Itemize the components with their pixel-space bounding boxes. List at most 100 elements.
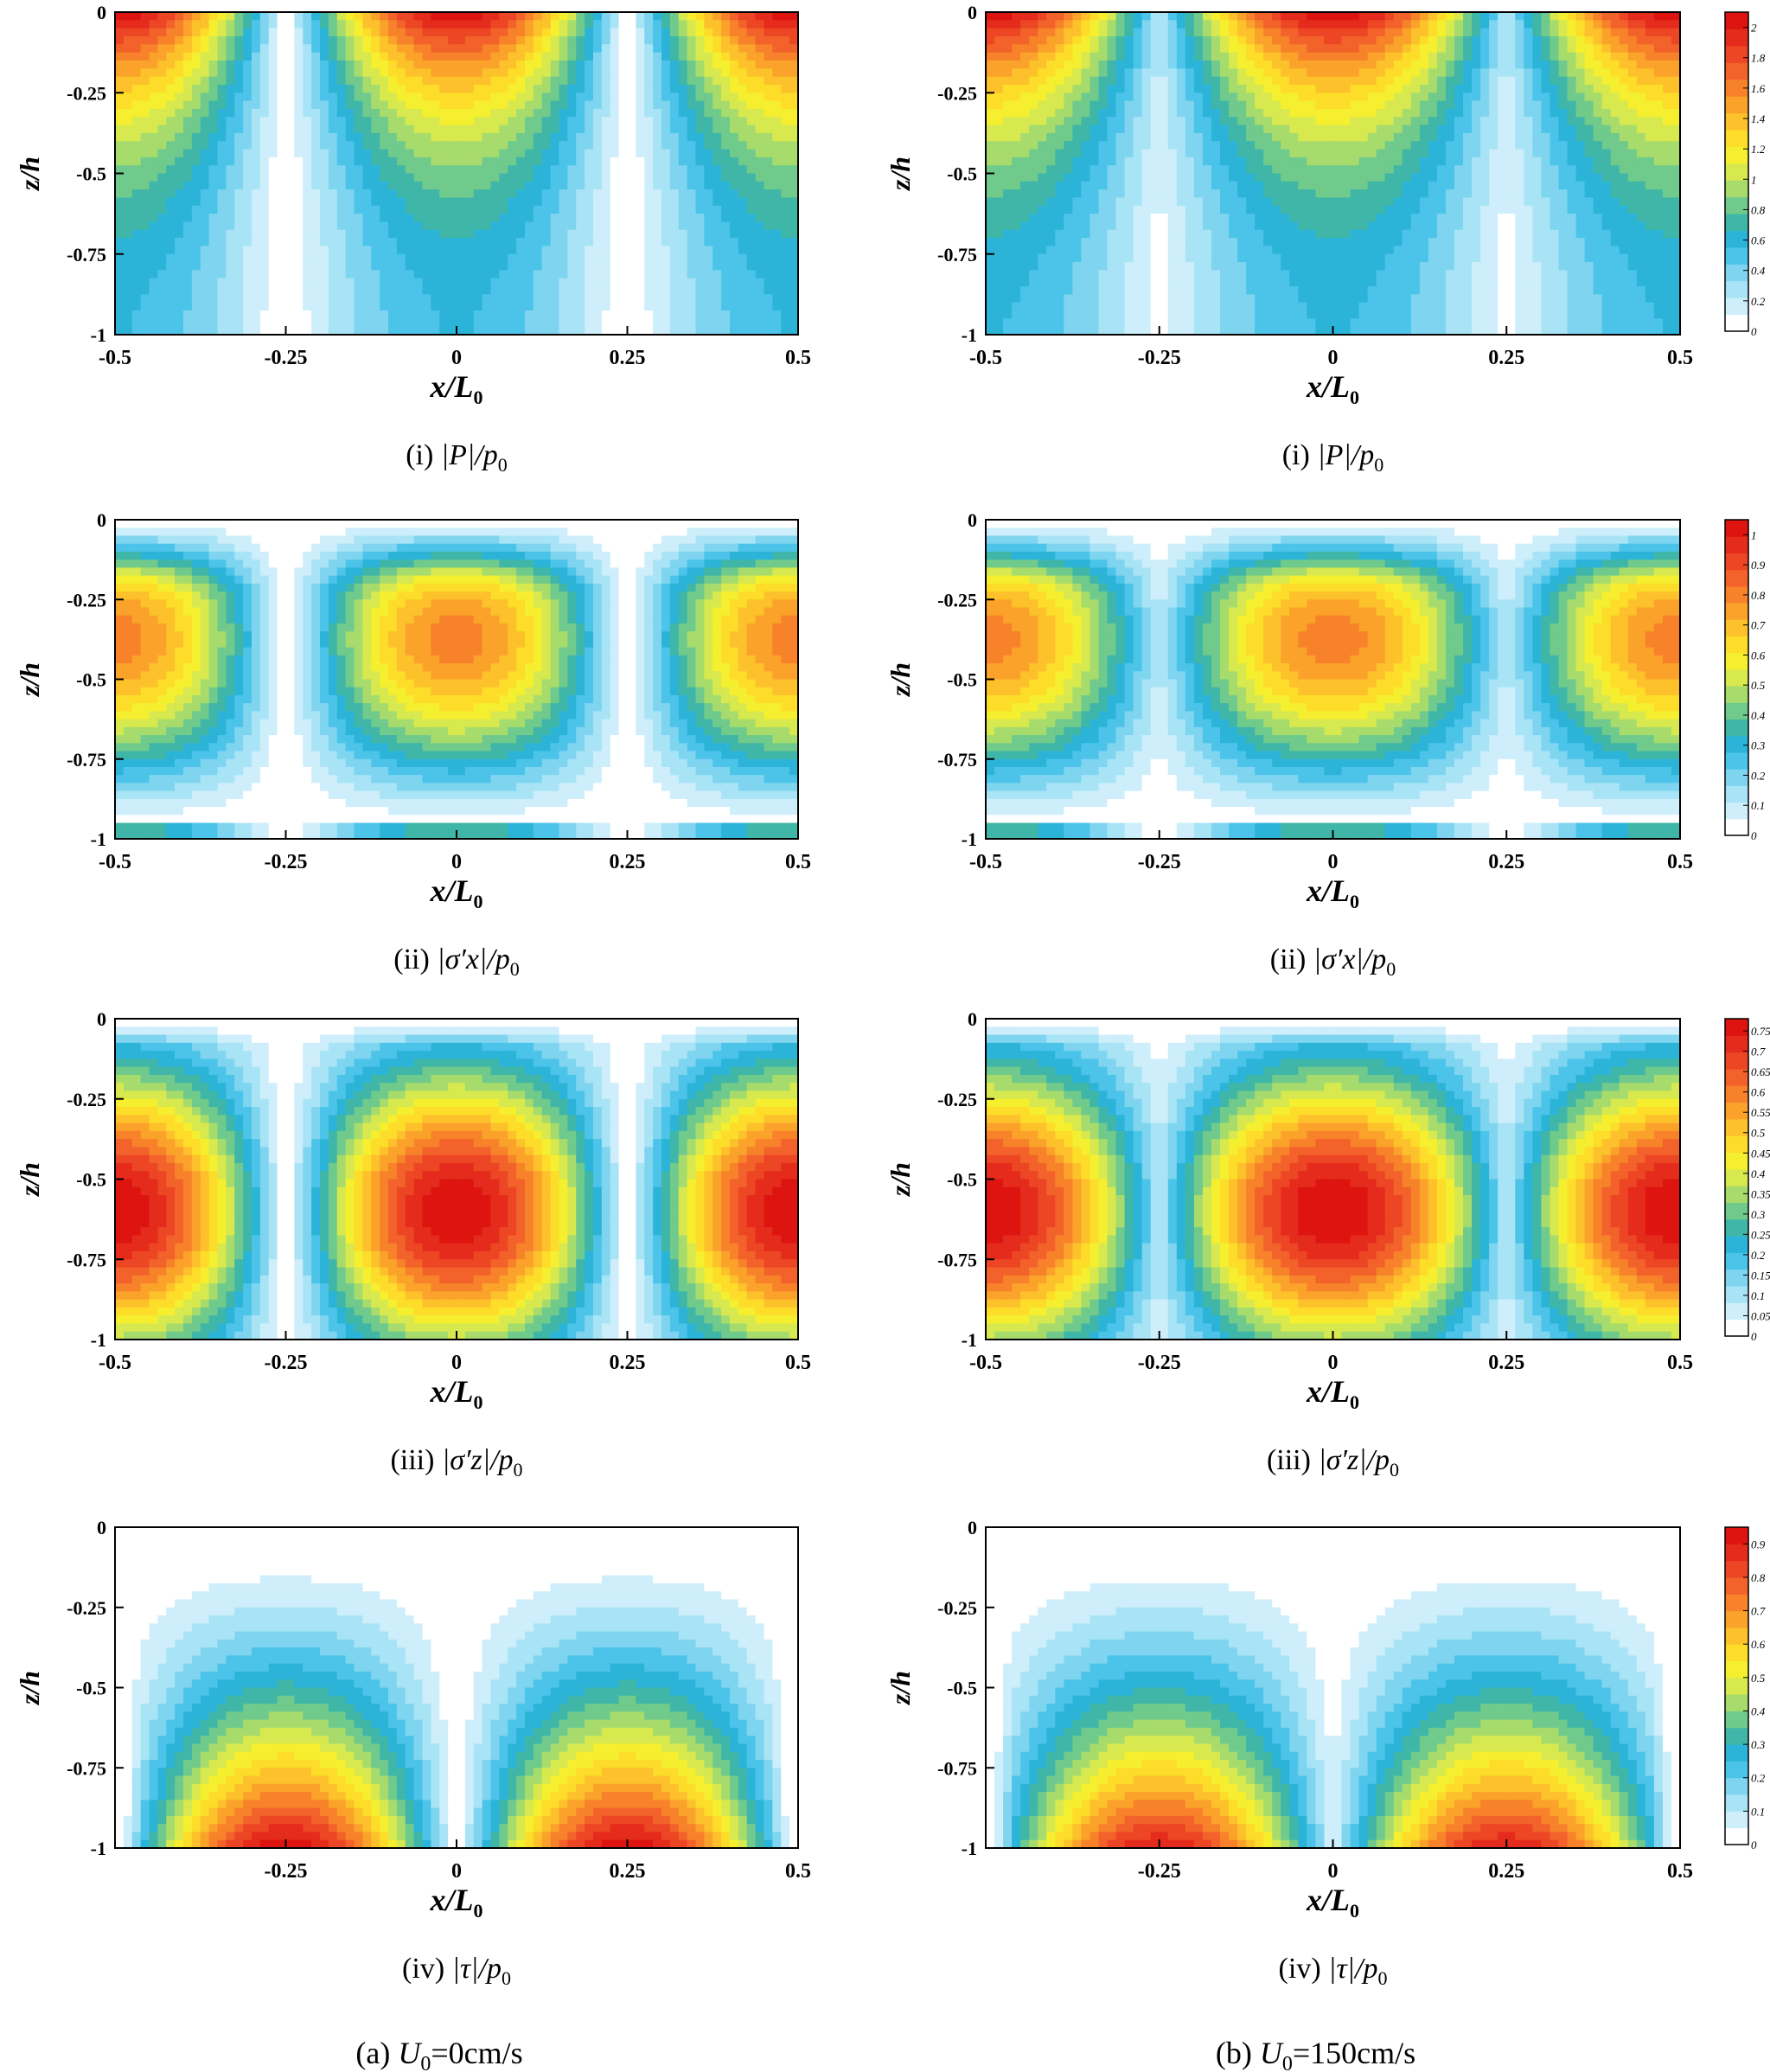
heat-cell bbox=[388, 230, 397, 239]
heat-cell bbox=[157, 318, 166, 327]
heat-cell bbox=[380, 221, 388, 230]
heat-cell bbox=[346, 125, 355, 134]
heat-cell bbox=[448, 109, 457, 118]
heat-cell bbox=[166, 141, 175, 150]
heat-cell bbox=[183, 109, 192, 118]
heat-cell bbox=[252, 133, 260, 142]
heat-cell bbox=[115, 77, 124, 86]
heat-cell bbox=[175, 197, 183, 206]
heat-cell bbox=[294, 206, 303, 214]
heat-cell bbox=[201, 197, 209, 206]
heat-cell bbox=[286, 44, 295, 53]
heat-cell bbox=[311, 61, 320, 69]
heat-cell bbox=[380, 77, 388, 86]
heat-cell bbox=[260, 12, 269, 21]
heat-cell bbox=[183, 318, 192, 327]
heat-cell bbox=[243, 165, 252, 174]
heat-cell bbox=[234, 214, 243, 222]
heat-cell bbox=[431, 101, 439, 110]
heat-cell bbox=[294, 189, 303, 198]
heat-cell bbox=[362, 12, 371, 21]
heat-cell bbox=[243, 270, 252, 278]
heat-cell bbox=[150, 197, 158, 206]
heat-cell bbox=[132, 230, 141, 239]
heat-cell bbox=[201, 125, 209, 134]
heat-cell bbox=[320, 294, 329, 303]
heat-cell bbox=[355, 238, 363, 246]
heat-cell bbox=[388, 53, 397, 61]
heat-cell bbox=[124, 197, 132, 206]
heat-cell bbox=[201, 150, 209, 158]
heat-cell bbox=[457, 278, 465, 287]
heat-cell bbox=[183, 270, 192, 278]
heat-cell bbox=[209, 109, 218, 118]
heat-cell bbox=[226, 310, 234, 319]
heat-cell bbox=[371, 197, 380, 206]
heat-cell bbox=[192, 109, 201, 118]
heat-cell bbox=[201, 214, 209, 222]
heat-cell bbox=[431, 141, 439, 150]
heat-cell bbox=[192, 77, 201, 86]
heat-cell bbox=[294, 254, 303, 263]
heat-cell bbox=[457, 286, 465, 295]
heat-cell bbox=[303, 29, 311, 37]
heat-cell bbox=[346, 182, 355, 190]
heat-cell bbox=[209, 310, 218, 319]
heat-cell bbox=[243, 303, 252, 311]
heat-cell bbox=[234, 141, 243, 150]
heat-cell bbox=[201, 238, 209, 246]
heat-cell bbox=[311, 214, 320, 222]
heat-cell bbox=[175, 77, 183, 86]
heat-cell bbox=[252, 189, 260, 198]
heat-cell bbox=[226, 125, 234, 134]
heat-cell bbox=[388, 254, 397, 263]
heat-cell bbox=[423, 44, 431, 53]
heat-cell bbox=[115, 221, 124, 230]
heat-cell bbox=[234, 174, 243, 182]
heat-cell bbox=[355, 286, 363, 295]
heat-cell bbox=[115, 238, 124, 246]
panel-1-a: 0-0.25-0.5-0.75-1-0.5 -0.25 0 0.25 0.5z/hx/L… bbox=[14, 2, 811, 476]
heat-cell bbox=[226, 174, 234, 182]
heat-cell bbox=[243, 221, 252, 230]
heat-cell bbox=[166, 29, 175, 37]
heat-cell bbox=[355, 246, 363, 254]
heat-cell bbox=[183, 182, 192, 190]
heat-cell bbox=[157, 109, 166, 118]
heat-cell bbox=[380, 214, 388, 222]
heat-cell bbox=[371, 20, 380, 29]
heat-cell bbox=[439, 318, 448, 327]
heat-cell bbox=[355, 254, 363, 263]
heat-cell bbox=[150, 165, 158, 174]
heat-cell bbox=[234, 310, 243, 319]
heat-cell bbox=[355, 197, 363, 206]
heat-cell bbox=[192, 36, 201, 45]
heat-cell bbox=[457, 206, 465, 214]
heat-cell bbox=[132, 29, 141, 37]
heat-cell bbox=[439, 125, 448, 134]
heat-cell bbox=[226, 189, 234, 198]
heat-cell bbox=[380, 165, 388, 174]
heat-cell bbox=[294, 44, 303, 53]
heat-cell bbox=[320, 93, 329, 101]
heat-cell bbox=[320, 157, 329, 166]
heat-cell bbox=[355, 36, 363, 45]
heat-cell bbox=[115, 182, 124, 190]
heat-cell bbox=[346, 303, 355, 311]
heat-cell bbox=[414, 246, 423, 254]
heat-cell bbox=[166, 165, 175, 174]
heat-cell bbox=[448, 174, 457, 182]
heat-cell bbox=[303, 189, 311, 198]
heat-cell bbox=[286, 12, 295, 21]
heat-cell bbox=[337, 150, 346, 158]
heat-cell bbox=[286, 20, 295, 29]
heat-cell bbox=[209, 29, 218, 37]
heat-cell bbox=[406, 254, 414, 263]
heat-cell bbox=[278, 230, 286, 239]
heat-cell bbox=[303, 165, 311, 174]
heat-cell bbox=[320, 68, 329, 77]
heat-cell bbox=[303, 12, 311, 21]
heat-cell bbox=[124, 182, 132, 190]
heat-cell bbox=[226, 246, 234, 254]
heat-cell bbox=[218, 117, 227, 125]
